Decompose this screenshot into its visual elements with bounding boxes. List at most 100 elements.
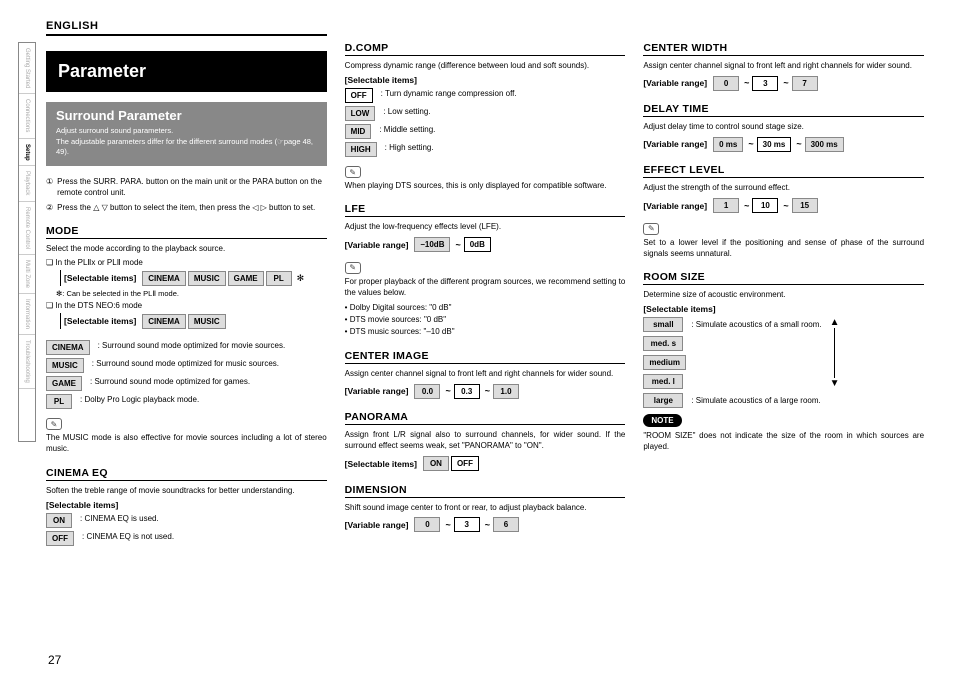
- column-1: ENGLISH Parameter Surround Parameter Adj…: [46, 20, 327, 671]
- step-1-text: Press the SURR. PARA. button on the main…: [57, 176, 327, 198]
- tab-multi-zone[interactable]: Multi Zone: [19, 255, 35, 294]
- lfe-l2: DTS music sources: "–10 dB": [345, 326, 626, 338]
- chip-game: GAME: [228, 271, 264, 286]
- step-2-text: Press the △ ▽ button to select the item,…: [57, 202, 315, 213]
- note-badge: NOTE: [643, 414, 681, 427]
- pencil-icon: ✎: [345, 166, 361, 178]
- ceq-off-text: : CINEMA EQ is not used.: [82, 531, 327, 542]
- dim-r3: 6: [493, 517, 519, 532]
- lfe-r1: –10dB: [414, 237, 450, 252]
- surround-parameter-box: Surround Parameter Adjust surround sound…: [46, 102, 327, 166]
- dt-r3: 300 ms: [805, 137, 844, 152]
- rs-large-d: : Simulate acoustics of a large room.: [691, 396, 820, 405]
- dt-r1: 0 ms: [713, 137, 743, 152]
- lfe-l1: DTS movie sources: "0 dB": [345, 314, 626, 326]
- el-r1: 1: [713, 198, 739, 213]
- panorama-desc: Assign front L/R signal also to surround…: [345, 429, 626, 451]
- ci-r2: 0.3: [454, 384, 480, 399]
- pencil-icon: ✎: [643, 223, 659, 235]
- effect-level-heading: EFFECT LEVEL: [643, 164, 924, 178]
- el-foot: Set to a lower level if the positioning …: [643, 237, 924, 259]
- rs-small-d: : Simulate acoustics of a small room.: [691, 320, 821, 329]
- el-r2: 10: [752, 198, 778, 213]
- sidebar-tabs: Getting Started Connections Setup Playba…: [18, 42, 36, 442]
- lfe-foot: For proper playback of the different pro…: [345, 276, 626, 298]
- dcomp-foot: When playing DTS sources, this is only d…: [345, 180, 626, 191]
- cw-r1: 0: [713, 76, 739, 91]
- center-width-desc: Assign center channel signal to front le…: [643, 60, 924, 71]
- dcomp-off: OFF: [345, 88, 373, 103]
- pan-off: OFF: [451, 456, 479, 471]
- dcomp-sel: [Selectable items]: [345, 75, 626, 85]
- step-2: ②Press the △ ▽ button to select the item…: [46, 202, 327, 213]
- rs-note: "ROOM SIZE" does not indicate the size o…: [643, 430, 924, 452]
- ci-r1: 0.0: [414, 384, 440, 399]
- chip-cinema2: CINEMA: [142, 314, 186, 329]
- ceq-on-text: : CINEMA EQ is used.: [80, 513, 327, 524]
- el-r3: 15: [792, 198, 818, 213]
- tab-information[interactable]: Information: [19, 294, 35, 335]
- rs-medl: med. l: [643, 374, 683, 389]
- center-image-heading: CENTER IMAGE: [345, 350, 626, 364]
- rs-sel: [Selectable items]: [643, 304, 924, 314]
- dcomp-low-t: : Low setting.: [383, 106, 625, 117]
- tab-remote-control[interactable]: Remote Control: [19, 202, 35, 255]
- asterisk: ✻: [297, 273, 305, 284]
- lfe-l0: Dolby Digital sources: "0 dB": [345, 302, 626, 314]
- dt-r2: 30 ms: [757, 137, 792, 152]
- def-music-text: : Surround sound mode optimized for musi…: [92, 358, 327, 369]
- dcomp-off-t: : Turn dynamic range compression off.: [381, 88, 626, 99]
- def-cinema: CINEMA: [46, 340, 90, 355]
- dcomp-high-t: : High setting.: [385, 142, 626, 153]
- dcomp-heading: D.COMP: [345, 42, 626, 56]
- pencil-icon: ✎: [46, 418, 62, 430]
- column-3: CENTER WIDTH Assign center channel signa…: [643, 20, 924, 671]
- def-cinema-text: : Surround sound mode optimized for movi…: [98, 340, 327, 351]
- tab-troubleshooting[interactable]: Troubleshooting: [19, 335, 35, 389]
- mode-footnote1: ✻: Can be selected in the PLⅡ mode.: [56, 289, 327, 298]
- center-width-heading: CENTER WIDTH: [643, 42, 924, 56]
- surround-desc2: The adjustable parameters differ for the…: [56, 137, 317, 158]
- surround-heading: Surround Parameter: [56, 108, 317, 123]
- sel-label2: [Selectable items]: [64, 316, 136, 326]
- dimension-heading: DIMENSION: [345, 484, 626, 498]
- dcomp-low: LOW: [345, 106, 376, 121]
- def-music: MUSIC: [46, 358, 84, 373]
- surround-desc1: Adjust surround sound parameters.: [56, 126, 317, 137]
- pan-sel: [Selectable items]: [345, 459, 417, 469]
- chip-music2: MUSIC: [188, 314, 226, 329]
- ceq-off: OFF: [46, 531, 74, 546]
- lfe-heading: LFE: [345, 203, 626, 217]
- pencil-icon: ✎: [345, 262, 361, 274]
- tab-playback[interactable]: Playback: [19, 166, 35, 201]
- tab-getting-started[interactable]: Getting Started: [19, 43, 35, 94]
- el-vr: [Variable range]: [643, 201, 707, 211]
- chip-cinema: CINEMA: [142, 271, 186, 286]
- def-pl: PL: [46, 394, 72, 409]
- lfe-desc: Adjust the low-frequency effects level (…: [345, 221, 626, 232]
- tab-connections[interactable]: Connections: [19, 94, 35, 138]
- column-2: D.COMP Compress dynamic range (differenc…: [345, 20, 626, 671]
- lfe-list: Dolby Digital sources: "0 dB" DTS movie …: [345, 302, 626, 338]
- mode-foot: The MUSIC mode is also effective for mov…: [46, 432, 327, 454]
- dim-r2: 3: [454, 517, 480, 532]
- dcomp-high: HIGH: [345, 142, 377, 157]
- room-size-heading: ROOM SIZE: [643, 271, 924, 285]
- ci-vr: [Variable range]: [345, 386, 409, 396]
- dim-r1: 0: [414, 517, 440, 532]
- tab-setup[interactable]: Setup: [19, 139, 35, 167]
- dcomp-mid-t: : Middle setting.: [379, 124, 625, 135]
- dcomp-mid: MID: [345, 124, 372, 139]
- def-game-text: : Surround sound mode optimized for game…: [90, 376, 327, 387]
- rs-small: small: [643, 317, 683, 332]
- sel-label: [Selectable items]: [64, 273, 136, 283]
- cinema-eq-desc: Soften the treble range of movie soundtr…: [46, 485, 327, 496]
- cw-r3: 7: [792, 76, 818, 91]
- dim-vr: [Variable range]: [345, 520, 409, 530]
- delay-time-desc: Adjust delay time to control sound stage…: [643, 121, 924, 132]
- page-number: 27: [48, 653, 61, 667]
- dimension-desc: Shift sound image center to front or rea…: [345, 502, 626, 513]
- mode-line2: ❏ In the DTS NEO:6 mode: [46, 301, 327, 310]
- def-pl-text: : Dolby Pro Logic playback mode.: [80, 394, 327, 405]
- rs-medium: medium: [643, 355, 686, 370]
